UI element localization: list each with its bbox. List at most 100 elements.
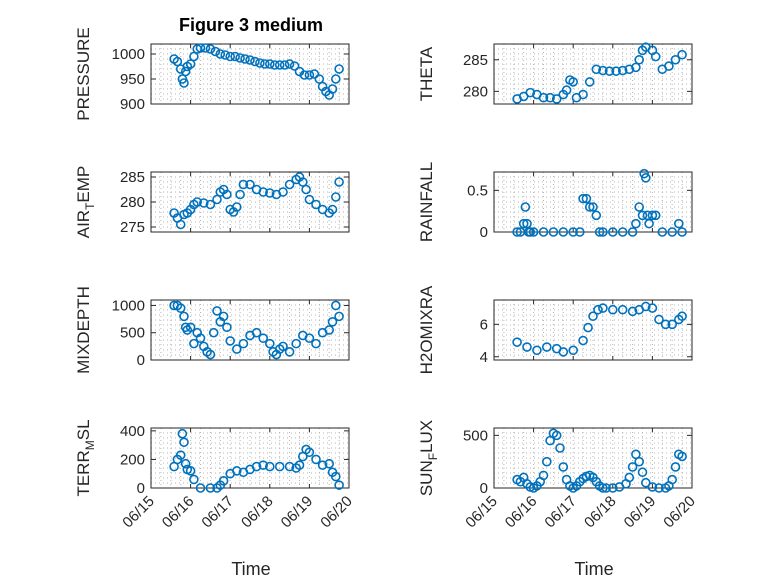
data-point — [255, 58, 265, 68]
data-point — [677, 311, 687, 322]
data-point — [245, 179, 255, 190]
x-axis-label-right: Time — [574, 559, 613, 579]
y-tick-label: 285 — [120, 169, 145, 186]
data-point — [199, 198, 209, 208]
y-tick-label: 200 — [120, 451, 145, 468]
data-point — [640, 301, 651, 312]
data-point — [180, 66, 191, 77]
data-point — [175, 219, 186, 230]
data-point — [195, 483, 206, 493]
data-point — [664, 61, 674, 71]
data-point — [545, 92, 555, 103]
x-tick-label: 06/17 — [198, 493, 237, 532]
y-tick-label: 500 — [120, 325, 145, 342]
data-point — [195, 43, 206, 53]
x-tick-label: 06/19 — [621, 493, 660, 532]
data-point — [574, 227, 585, 237]
data-point — [304, 70, 315, 80]
data-point — [551, 430, 562, 441]
subplot-air-temp: 275 280 285 AIRTEMP — [74, 166, 350, 238]
figure-title: Figure 3 medium — [179, 15, 323, 35]
data-point — [558, 462, 569, 472]
axes-frame — [150, 427, 350, 489]
data-point — [291, 338, 302, 349]
x-tick-label: 06/18 — [581, 493, 620, 532]
x-tick-label: 06/20 — [660, 493, 699, 532]
data-point — [334, 480, 344, 490]
data-point — [210, 46, 221, 57]
y-tick-label: 6 — [480, 316, 488, 333]
y-tick-label: 900 — [120, 96, 145, 113]
data-point — [218, 476, 229, 486]
data-point — [601, 483, 612, 493]
data-point — [179, 78, 189, 88]
y-tick-label: 1000 — [112, 46, 145, 63]
data-point — [631, 62, 641, 73]
data-point — [304, 333, 315, 343]
data-point — [591, 210, 602, 221]
data-point — [558, 227, 569, 237]
data-point — [235, 189, 245, 200]
data-point — [294, 460, 305, 470]
data-point — [568, 345, 579, 356]
data-point — [670, 54, 681, 65]
data-point — [205, 199, 216, 210]
data-point — [264, 59, 275, 69]
axes-frame — [493, 299, 693, 361]
x-tick-label: 06/20 — [317, 493, 356, 532]
y-tick-label: 0 — [480, 224, 488, 241]
data-point — [650, 51, 661, 62]
data-point — [598, 65, 608, 76]
axes-frame — [493, 43, 693, 105]
data-point — [584, 77, 595, 87]
y-tick-label: 0 — [480, 480, 488, 497]
data-point — [225, 336, 235, 346]
y-tick-label: 275 — [120, 219, 145, 236]
data-point — [304, 194, 315, 205]
data-point — [617, 304, 628, 315]
data-point — [611, 66, 621, 76]
data-point — [301, 184, 311, 195]
data-point — [284, 59, 295, 69]
data-point — [205, 44, 216, 54]
y-tick-label: 280 — [120, 194, 145, 211]
data-point — [208, 327, 219, 338]
y-tick-label: 500 — [463, 427, 488, 444]
y-axis-label: H2OMIXRA — [417, 285, 436, 374]
data-point — [185, 322, 196, 333]
data-point — [588, 311, 598, 322]
data-point — [637, 467, 648, 478]
data-point — [330, 192, 341, 202]
data-point — [594, 227, 605, 237]
data-point — [314, 74, 325, 84]
data-point — [278, 341, 288, 352]
data-point — [568, 227, 579, 237]
data-point — [330, 300, 341, 311]
data-point — [215, 49, 226, 59]
data-point — [299, 70, 310, 80]
y-axis-label: TERRMSL — [74, 419, 97, 496]
data-point — [518, 218, 529, 229]
data-point — [538, 92, 549, 103]
data-point — [667, 227, 678, 237]
data-point — [634, 202, 645, 212]
data-point — [581, 193, 592, 204]
data-point — [334, 311, 344, 322]
data-point — [627, 462, 638, 472]
data-point — [551, 94, 562, 104]
y-axis-label: THETA — [417, 46, 436, 101]
data-point — [334, 64, 344, 74]
data-point — [311, 338, 321, 349]
data-point — [311, 199, 321, 210]
data-point — [598, 483, 608, 493]
data-point — [657, 227, 668, 237]
data-point — [189, 51, 199, 62]
data-point — [555, 443, 565, 453]
data-point — [667, 319, 678, 330]
data-point — [205, 483, 216, 493]
data-point — [538, 470, 549, 481]
y-tick-label: 285 — [463, 52, 488, 69]
data-point — [251, 327, 262, 338]
data-point — [522, 342, 532, 352]
y-tick-label: 0.5 — [467, 182, 488, 199]
